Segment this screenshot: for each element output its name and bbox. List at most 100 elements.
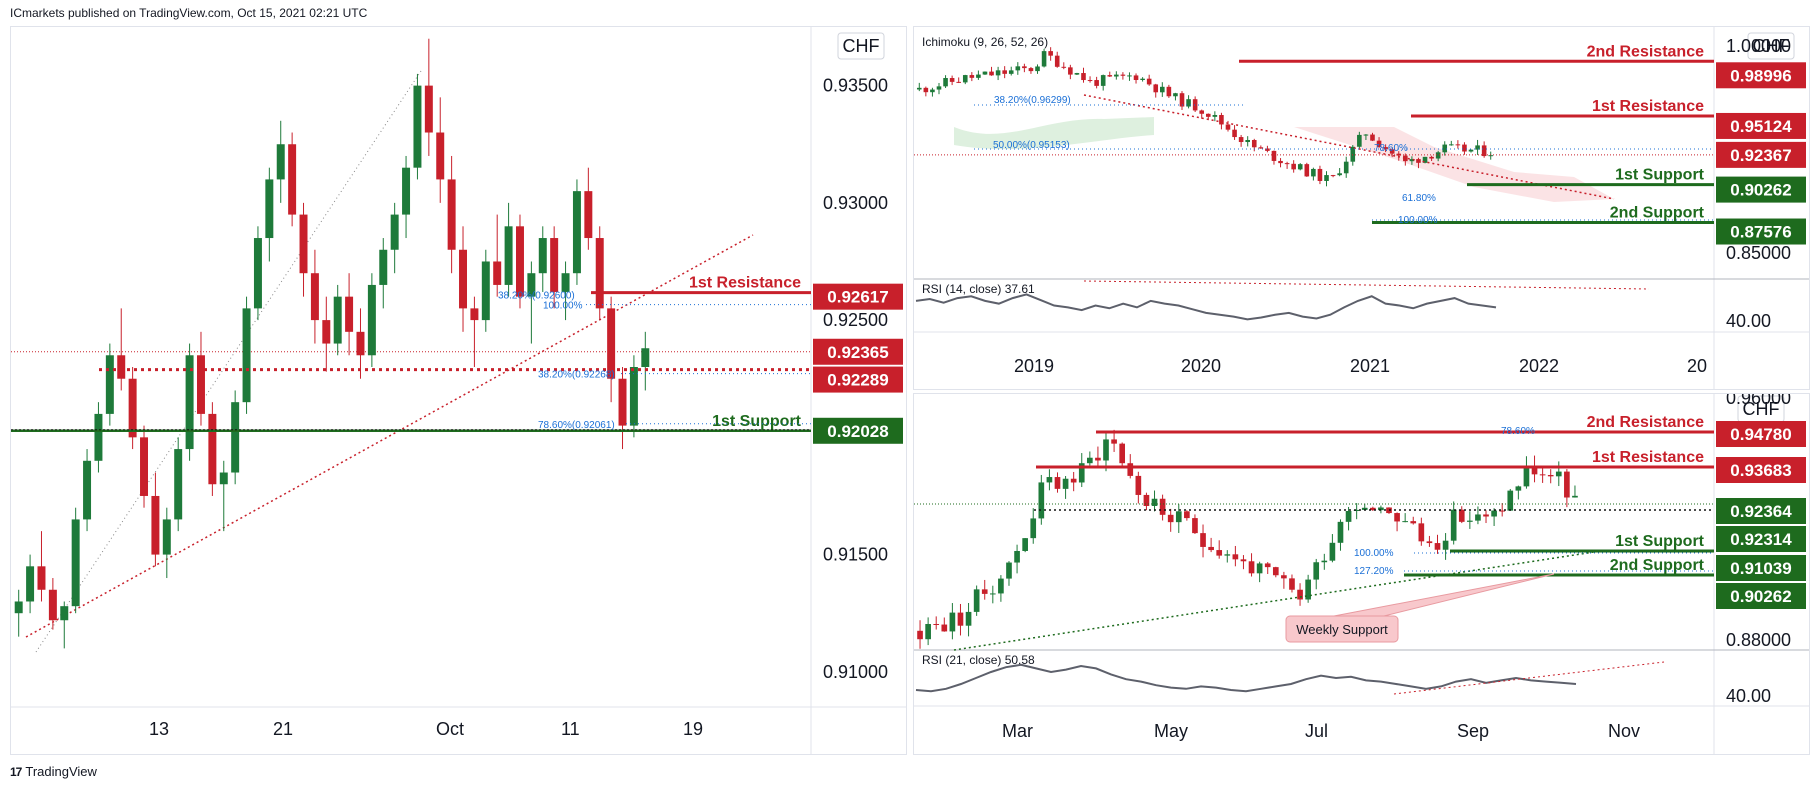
daily-candle bbox=[459, 249, 468, 309]
weekly-candle bbox=[1547, 474, 1554, 477]
rsi-trendline bbox=[1083, 280, 1650, 290]
daily-candle bbox=[219, 472, 228, 485]
weekly-candle bbox=[1572, 495, 1578, 498]
weekly-candle bbox=[1200, 533, 1206, 547]
support-1-price: 0.92028 bbox=[827, 422, 888, 441]
weekly-candle bbox=[1248, 561, 1255, 574]
resistance-1-label: 1st Resistance bbox=[689, 275, 801, 292]
x-tick-label: 19 bbox=[683, 719, 703, 739]
resistance-1-price: 0.92617 bbox=[827, 288, 888, 307]
support-2-label: 2nd Support bbox=[1610, 557, 1705, 574]
daily-candle bbox=[162, 519, 171, 555]
daily-candle bbox=[196, 355, 205, 414]
monthly-chart-panel[interactable]: Ichimoku (9, 26, 52, 26) CHF 2nd Resistanc… bbox=[913, 26, 1810, 390]
daily-candle bbox=[595, 238, 604, 309]
support-1-price-bg bbox=[1716, 526, 1806, 552]
monthly-candle bbox=[1403, 155, 1408, 162]
daily-candle bbox=[322, 320, 331, 344]
weekly-candle bbox=[1539, 474, 1546, 476]
indicator-label: Ichimoku (9, 26, 52, 26) bbox=[922, 35, 1048, 49]
monthly-candle bbox=[1343, 161, 1349, 174]
weekly-candle bbox=[1418, 523, 1425, 542]
weekly-candle bbox=[917, 630, 923, 640]
support-2-price: 0.87576 bbox=[1730, 223, 1791, 242]
monthly-candle bbox=[949, 78, 955, 82]
daily-candle bbox=[128, 378, 137, 438]
support-1-price-bg bbox=[813, 417, 903, 444]
weekly-candle bbox=[1240, 559, 1247, 562]
weekly-candle bbox=[1135, 475, 1142, 495]
weekly-candle bbox=[1175, 511, 1182, 523]
y-tick-label: 0.91500 bbox=[823, 545, 888, 565]
weekly-candle bbox=[998, 578, 1004, 594]
monthly-candle bbox=[1061, 66, 1067, 68]
rsi-label: RSI (21, close) 50.58 bbox=[922, 653, 1035, 667]
fib-label: 38.20%(0.92268) bbox=[538, 370, 615, 381]
current-price-box-bg bbox=[813, 338, 903, 365]
x-tick-label: Mar bbox=[1002, 721, 1033, 741]
rsi-y-tick-label: 40.00 bbox=[1726, 686, 1771, 706]
tradingview-logo-icon: 17 bbox=[10, 764, 22, 779]
weekly-chart: CHF 2nd Resistance 0.94780 1st Resistance 0.… bbox=[914, 394, 1809, 754]
resistance-2-price: 0.94780 bbox=[1730, 425, 1791, 444]
currency-label: CHF bbox=[1743, 399, 1780, 419]
weekly-candle bbox=[1159, 498, 1166, 515]
fib-label: 50.00%(0.95153) bbox=[993, 140, 1070, 151]
monthly-candle bbox=[1284, 163, 1290, 165]
x-tick-label: 2020 bbox=[1181, 356, 1221, 376]
weekly-candle bbox=[933, 623, 940, 625]
weekly-candle bbox=[1289, 578, 1295, 590]
daily-candle bbox=[618, 378, 627, 426]
monthly-candle bbox=[1462, 144, 1467, 152]
monthly-candle bbox=[1008, 70, 1014, 74]
weekly-candle bbox=[1297, 589, 1303, 600]
monthly-candle bbox=[1265, 148, 1270, 151]
daily-candle bbox=[14, 601, 23, 614]
weekly-candle bbox=[949, 612, 956, 632]
daily-candle bbox=[26, 566, 35, 602]
monthly-candle bbox=[1035, 66, 1040, 72]
daily-candle bbox=[71, 519, 80, 607]
weekly-candle bbox=[1095, 457, 1101, 461]
pivot-level-price: 0.92289 bbox=[827, 371, 888, 390]
daily-chart-panel[interactable]: 1st Resistance 0.92617 0.92365 0.92289 1st S… bbox=[10, 26, 907, 755]
weekly-candle bbox=[1458, 509, 1465, 522]
weekly-candle bbox=[925, 623, 931, 640]
monthly-candle bbox=[1271, 150, 1277, 161]
weekly-candle bbox=[1216, 550, 1223, 556]
monthly-candle bbox=[1409, 159, 1415, 162]
fib-trend-diagonal bbox=[35, 70, 422, 653]
daily-candle bbox=[390, 214, 399, 250]
weekly-candle bbox=[1192, 518, 1198, 534]
y-tick-label: 0.88000 bbox=[1726, 630, 1791, 650]
fib-label: 100.00% bbox=[1398, 215, 1438, 226]
weekly-candle bbox=[1014, 550, 1020, 563]
monthly-candle bbox=[995, 70, 1001, 76]
support-1b-price-bg bbox=[1716, 555, 1806, 581]
weekly-candle bbox=[1078, 463, 1085, 483]
monthly-candle bbox=[923, 87, 929, 93]
monthly-candle bbox=[1238, 137, 1244, 143]
monthly-candle bbox=[936, 86, 942, 90]
weekly-candle bbox=[1087, 457, 1093, 464]
monthly-candle bbox=[1468, 149, 1474, 152]
weekly-candle bbox=[1410, 521, 1417, 524]
fib-label: 127.20% bbox=[1354, 566, 1394, 577]
fib-label: 100.00% bbox=[543, 301, 583, 312]
descending-trendline bbox=[1083, 94, 1615, 200]
weekly-candle bbox=[1143, 494, 1150, 506]
resistance-2-price: 0.98996 bbox=[1730, 66, 1791, 85]
daily-candle bbox=[436, 132, 445, 180]
daily-candle bbox=[333, 296, 342, 344]
currency-label: CHF bbox=[1753, 36, 1790, 56]
daily-candle bbox=[561, 273, 570, 292]
footer: 17 TradingView bbox=[10, 764, 97, 779]
weekly-chart-panel[interactable]: CHF 2nd Resistance 0.94780 1st Resistance 0.… bbox=[913, 393, 1810, 755]
monthly-candle bbox=[1127, 75, 1132, 77]
current-price-box: 0.92365 bbox=[827, 343, 888, 362]
weekly-candle bbox=[1167, 514, 1174, 523]
monthly-candle bbox=[989, 71, 994, 76]
weekly-candle bbox=[1281, 575, 1287, 579]
monthly-candle bbox=[1100, 75, 1106, 86]
support-1-price: 0.92314 bbox=[1730, 530, 1792, 549]
